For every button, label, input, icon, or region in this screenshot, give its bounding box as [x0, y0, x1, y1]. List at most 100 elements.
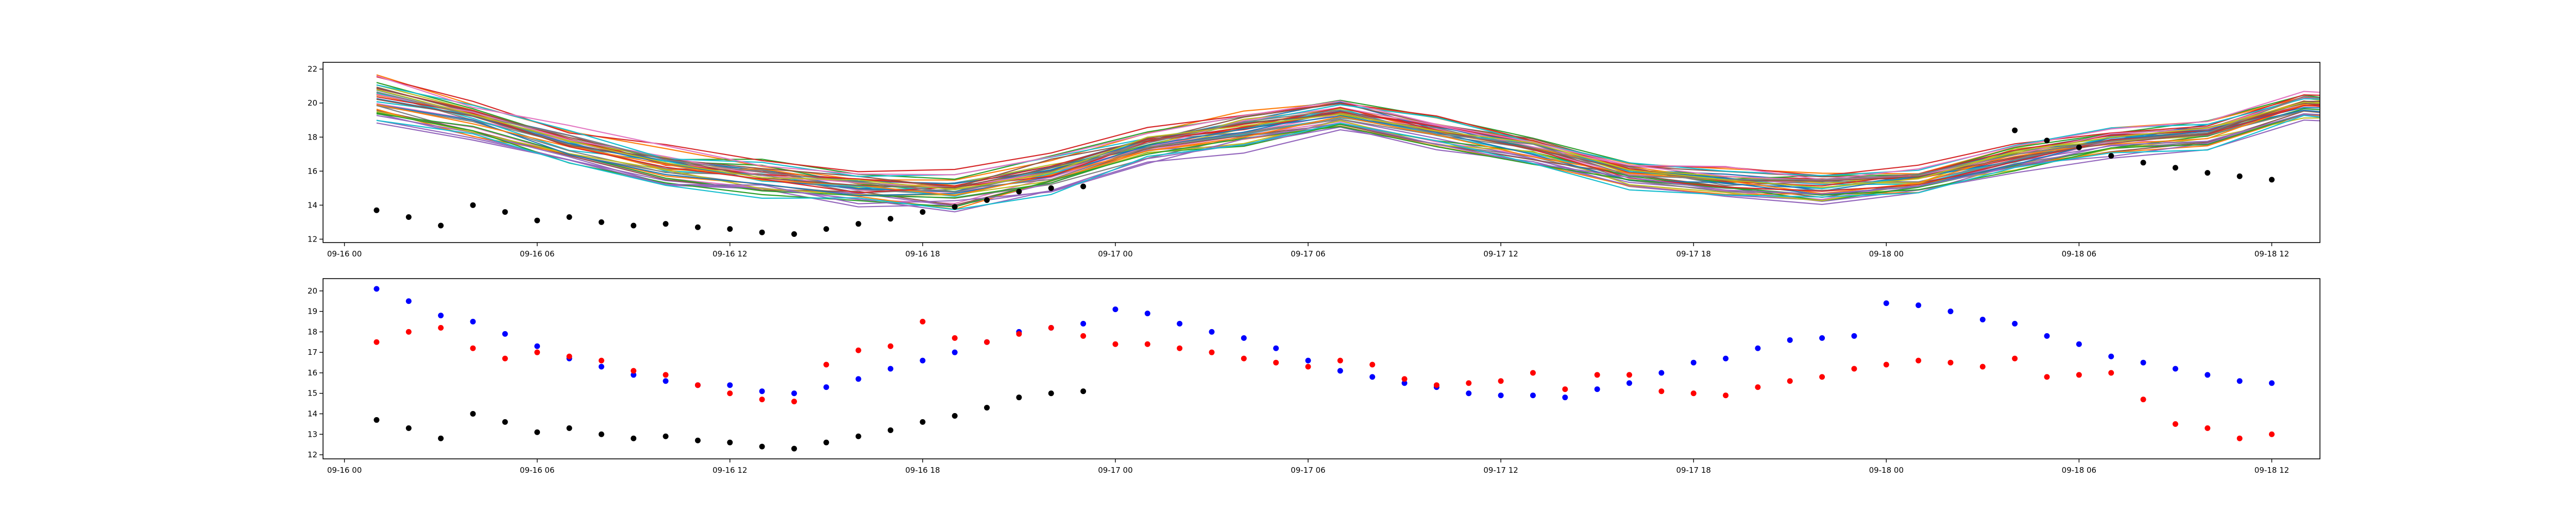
scatter-point	[1819, 374, 1825, 380]
scatter-point	[1787, 378, 1793, 384]
x-tick-label: 09-17 12	[1483, 249, 1518, 259]
scatter-point	[887, 343, 893, 349]
scatter-point	[2140, 359, 2146, 366]
scatter-point	[405, 425, 412, 431]
y-tick-label: 18	[308, 327, 317, 336]
scatter-point	[984, 339, 990, 345]
scatter-point	[1273, 359, 1279, 366]
scatter-point	[663, 433, 669, 439]
scatter-point	[1658, 388, 1665, 394]
scatter-point	[1819, 335, 1825, 341]
x-tick-label: 09-17 18	[1676, 466, 1710, 475]
scatter-point	[1401, 380, 1408, 386]
scatter-point	[1305, 357, 1311, 364]
scatter-point	[374, 339, 380, 345]
scatter-point	[1594, 372, 1600, 378]
scatter-point	[470, 345, 476, 351]
scatter-point	[2044, 374, 2050, 380]
scatter-point	[1080, 333, 1087, 339]
x-tick-label: 09-17 06	[1291, 466, 1325, 475]
observed-point	[2044, 138, 2050, 144]
scatter-point	[1979, 317, 1986, 323]
observed-point	[470, 202, 476, 208]
scatter-point	[631, 368, 637, 374]
scatter-point	[1305, 364, 1311, 370]
scatter-point	[2205, 425, 2211, 431]
scatter-point	[1755, 345, 1761, 351]
scatter-point	[1209, 349, 1215, 355]
x-tick-label: 09-18 00	[1869, 466, 1904, 475]
x-tick-label: 09-16 12	[713, 249, 747, 259]
scatter-point	[1337, 368, 1343, 374]
scatter-point	[823, 362, 829, 368]
scatter-point	[598, 364, 604, 370]
x-tick-label: 09-18 06	[2062, 249, 2096, 259]
scatter-point	[823, 439, 829, 445]
scatter-point	[952, 349, 958, 355]
scatter-point	[598, 357, 604, 364]
y-tick-label: 20	[308, 286, 317, 296]
observed-point	[759, 229, 765, 235]
scatter-point	[566, 353, 572, 359]
scatter-point	[1369, 362, 1376, 368]
scatter-point	[984, 405, 990, 411]
observed-point	[1080, 183, 1087, 190]
scatter-point	[2012, 355, 2018, 362]
scatter-point	[2172, 421, 2178, 427]
scatter-point	[1723, 392, 1729, 399]
scatter-point	[1626, 380, 1633, 386]
scatter-point	[1177, 321, 1183, 327]
scatter-point	[1112, 306, 1118, 313]
observed-point	[791, 231, 797, 237]
scatter-point	[663, 372, 669, 378]
scatter-point	[1498, 378, 1504, 384]
scatter-point	[1498, 392, 1504, 399]
observed-point	[2268, 177, 2275, 183]
y-tick-label: 12	[308, 234, 317, 244]
scatter-point	[1080, 321, 1087, 327]
observed-point	[663, 221, 669, 227]
scatter-point	[1787, 337, 1793, 343]
y-tick-label: 16	[308, 166, 317, 176]
ensemble-line	[376, 89, 2320, 191]
ensemble-line-plot: 09-16 00 09-16 06 09-16 12 09-16 18 09-17 00…	[308, 62, 2320, 259]
scatter-point	[952, 335, 958, 341]
scatter-point	[1658, 370, 1665, 376]
observed-point	[598, 219, 604, 225]
ensemble-line	[376, 115, 2320, 211]
scatter-point	[1466, 380, 1472, 386]
observed-point	[984, 197, 990, 203]
scatter-point	[1048, 390, 1054, 397]
scatter-point	[438, 324, 444, 331]
scatter-point	[920, 419, 926, 425]
scatter-point	[438, 435, 444, 441]
scatter-point	[791, 399, 797, 405]
scatter-point	[855, 376, 861, 382]
observed-point	[2108, 153, 2114, 159]
y-tick-label: 14	[308, 200, 317, 210]
scatter-point	[534, 349, 540, 355]
scatter-point	[887, 427, 893, 433]
scatter-point	[470, 319, 476, 325]
observed-point	[2140, 160, 2146, 166]
x-tick-label: 09-16 06	[520, 249, 554, 259]
ensemble-line	[376, 104, 2320, 196]
scatter-point	[2108, 370, 2114, 376]
ensemble-line	[376, 104, 2320, 197]
scatter-point	[1755, 384, 1761, 390]
scatter-point	[2076, 341, 2082, 347]
scatter-point	[791, 390, 797, 397]
scatter-point	[694, 437, 701, 443]
x-tick-label: 09-18 12	[2255, 466, 2289, 475]
observed-point	[855, 221, 861, 227]
scatter-point	[1690, 359, 1697, 366]
scatter-point	[534, 343, 540, 349]
scatter-point	[1241, 355, 1247, 362]
scatter-point	[920, 319, 926, 325]
axes-frame	[323, 278, 2320, 459]
scatter-point	[727, 439, 733, 445]
scatter-point	[727, 390, 733, 397]
observed-point	[2172, 165, 2178, 171]
scatter-point	[663, 378, 669, 384]
scatter-point	[1209, 329, 1215, 335]
